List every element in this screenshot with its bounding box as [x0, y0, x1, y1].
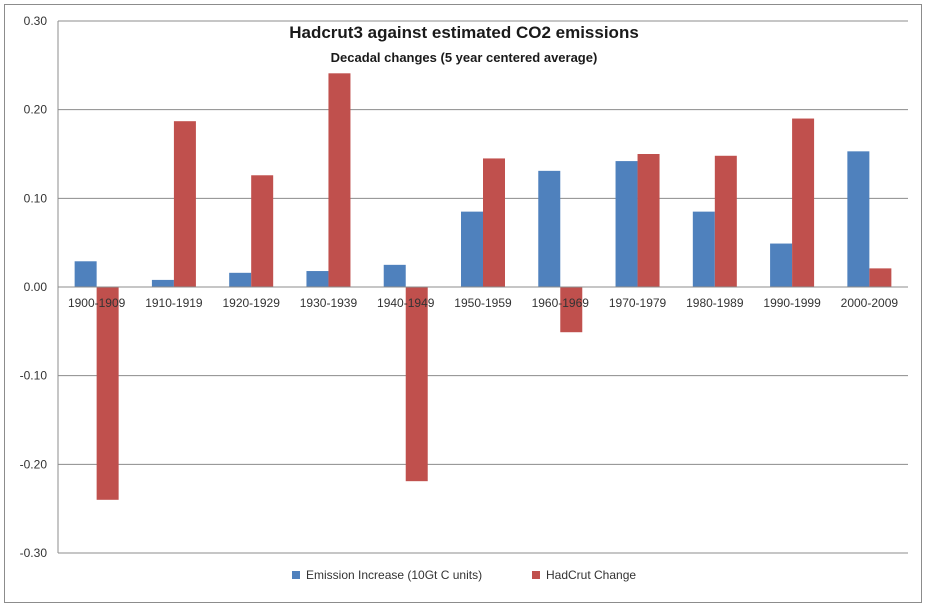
- chart-subtitle: Decadal changes (5 year centered average…: [331, 50, 598, 65]
- y-axis-ticks: 0.30 0.20 0.10 0.00 -0.10 -0.20 -0.30: [20, 14, 48, 560]
- x-tick-label: 1970-1979: [609, 296, 667, 310]
- gridlines: [57, 20, 908, 554]
- legend-label: HadCrut Change: [546, 568, 636, 582]
- legend-swatch: [532, 571, 540, 579]
- emission-bar: [692, 211, 715, 287]
- hadcrut-bar: [792, 118, 815, 288]
- x-tick-label: 1900-1909: [68, 296, 126, 310]
- bars: [58, 73, 908, 500]
- hadcrut-bar: [405, 287, 428, 482]
- hadcrut-bar: [714, 155, 737, 287]
- emission-bar: [538, 170, 561, 287]
- legend-label: Emission Increase (10Gt C units): [306, 568, 482, 582]
- chart-title: Hadcrut3 against estimated CO2 emissions: [289, 23, 639, 42]
- emission-bar: [383, 264, 406, 287]
- emission-bar: [151, 279, 174, 287]
- emission-bar: [461, 211, 483, 287]
- hadcrut-bar: [560, 287, 583, 333]
- hadcrut-bar: [251, 175, 274, 287]
- x-tick-label: 1990-1999: [763, 296, 821, 310]
- x-tick-label: 1980-1989: [686, 296, 744, 310]
- emission-bar: [847, 151, 870, 287]
- y-tick-label: 0.10: [24, 191, 48, 205]
- x-tick-label: 1920-1929: [222, 296, 280, 310]
- emission-bar: [615, 161, 638, 287]
- x-tick-label: 1910-1919: [145, 296, 203, 310]
- y-tick-label: 0.30: [24, 14, 48, 28]
- emission-bar: [306, 271, 329, 287]
- hadcrut-bar: [173, 121, 196, 288]
- hadcrut-bar: [637, 154, 660, 287]
- emission-bar: [770, 243, 793, 287]
- y-tick-label: 0.20: [24, 103, 48, 117]
- emission-bar: [229, 272, 252, 287]
- x-axis-ticks: 1900-1909 1910-1919 1920-1929 1930-1939 1940…: [68, 296, 898, 310]
- x-tick-label: 1960-1969: [532, 296, 590, 310]
- y-tick-label: 0.00: [24, 280, 48, 294]
- y-tick-label: -0.10: [20, 369, 48, 383]
- x-tick-label: 1940-1949: [377, 296, 435, 310]
- legend-swatch: [292, 571, 300, 579]
- hadcrut-bar: [96, 287, 119, 500]
- hadcrut-bar: [328, 73, 351, 288]
- hadcrut-bar: [869, 268, 892, 287]
- x-tick-label: 1950-1959: [454, 296, 512, 310]
- y-tick-label: -0.20: [20, 457, 48, 471]
- hadcrut-bar: [483, 158, 505, 287]
- y-tick-label: -0.30: [20, 546, 48, 560]
- x-tick-label: 2000-2009: [841, 296, 899, 310]
- chart-frame: [4, 4, 922, 603]
- emission-bar: [74, 261, 97, 287]
- legend: Emission Increase (10Gt C units) HadCrut …: [292, 568, 636, 582]
- x-tick-label: 1930-1939: [300, 296, 358, 310]
